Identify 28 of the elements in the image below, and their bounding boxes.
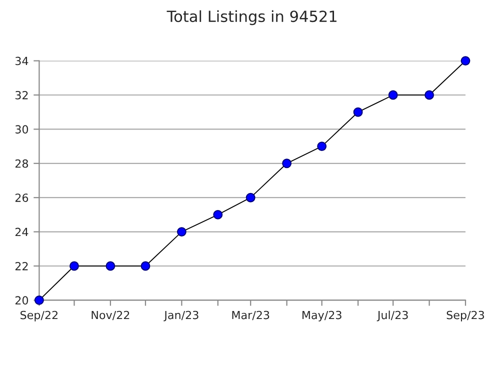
- point: [317, 142, 327, 152]
- y-tick-label: 28: [15, 159, 28, 168]
- point: [140, 261, 150, 271]
- point: [460, 56, 470, 66]
- x-tick-label: Sep/23: [446, 310, 484, 322]
- point: [246, 192, 256, 202]
- x-tick-label: Nov/22: [92, 310, 130, 320]
- y-tick-label: 24: [15, 228, 28, 236]
- point: [213, 210, 223, 220]
- point: [424, 90, 434, 100]
- y-tick-label: 26: [15, 194, 28, 202]
- x-tick-label: Jul/23: [376, 310, 408, 322]
- x-tick-label: May/23: [302, 310, 342, 322]
- x-tick-label: Sep/22: [20, 310, 58, 322]
- y-tick-label: 22: [15, 262, 28, 270]
- y-tick-label: 30: [15, 125, 28, 134]
- point: [353, 107, 363, 117]
- y-tick-label: 32: [15, 90, 28, 100]
- point: [388, 90, 398, 100]
- point: [70, 261, 79, 271]
- point: [176, 227, 186, 237]
- x-tick-label: Jan/23: [164, 310, 198, 322]
- point: [282, 158, 292, 168]
- chart-title: Total Listings in 94521: [166, 10, 336, 26]
- x-tick-label: Mar/23: [232, 310, 270, 320]
- y-tick-label: 34: [15, 56, 28, 66]
- point: [106, 261, 116, 271]
- y-tick-label: 20: [15, 296, 28, 305]
